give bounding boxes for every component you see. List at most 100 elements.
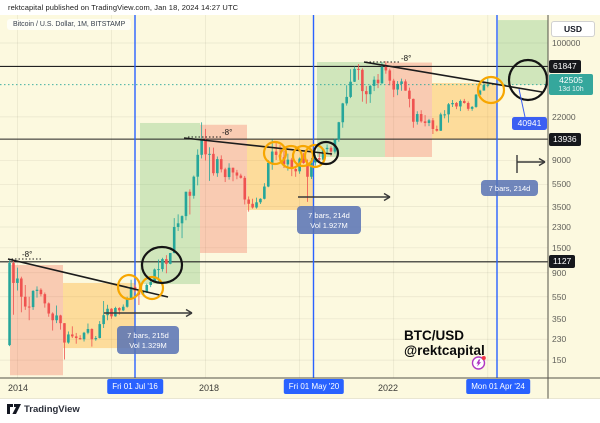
notification-dot [481, 356, 486, 360]
candle [263, 183, 266, 200]
candle-body [412, 98, 415, 122]
candle-body [176, 223, 180, 227]
candle-body [153, 269, 156, 282]
candle [364, 86, 368, 104]
candle-body [317, 158, 321, 160]
trendline [183, 137, 333, 155]
candle [20, 276, 23, 313]
measure-callout: 7 bars, 215d Vol 1.329M [117, 326, 179, 354]
candle [216, 156, 219, 177]
price-target-badge: 40941 [512, 117, 547, 130]
candle [74, 332, 78, 344]
idea-marker-icon[interactable] [471, 355, 487, 371]
symbol-title: Bitcoin / U.S. Dollar, 1M, BITSTAMP [13, 21, 126, 28]
candle-body [47, 303, 51, 314]
candle-body [357, 68, 360, 70]
candle-body [353, 68, 356, 82]
price-tick-label: 22000 [552, 111, 576, 122]
candle-body [235, 172, 239, 176]
trendline [363, 61, 543, 93]
candle-body [321, 149, 325, 160]
candle [404, 79, 407, 91]
candle [94, 335, 98, 341]
candle-body [306, 163, 309, 177]
candle [337, 121, 341, 142]
candle [239, 173, 243, 179]
candle-body [188, 191, 192, 196]
candle [184, 191, 188, 221]
candle [478, 89, 482, 96]
candle [447, 103, 450, 123]
tradingview-logo-icon [7, 404, 21, 414]
callout-line: Vol 1.927M [310, 220, 348, 230]
grid-lines [0, 15, 548, 378]
candle [396, 81, 399, 96]
candle [219, 155, 223, 173]
candle-body [325, 147, 329, 150]
candle-body [86, 328, 90, 333]
candle-body [63, 323, 66, 343]
candle [368, 84, 372, 103]
candle [208, 147, 211, 181]
candle-body [204, 139, 207, 155]
candle-body [102, 315, 105, 325]
price-tick-label: 5500 [552, 179, 571, 190]
cycle-box-red [10, 265, 63, 376]
candle-body [247, 199, 250, 204]
candle-body [227, 167, 231, 178]
candle [302, 152, 305, 164]
orange-highlight-circle [476, 75, 506, 105]
candle-body [78, 338, 82, 340]
angle-label: -8° [222, 128, 233, 137]
candle [372, 76, 376, 92]
candle-body [8, 262, 11, 346]
candle [90, 328, 94, 347]
orange-highlight-circle [262, 140, 288, 166]
candle [325, 144, 329, 153]
candle [388, 68, 392, 86]
candle [168, 252, 172, 265]
candle-body [39, 289, 43, 295]
candle [247, 196, 250, 212]
candle-body [435, 128, 439, 131]
candle-body [408, 90, 411, 99]
candle-body [74, 336, 78, 339]
candle-body [470, 106, 474, 109]
angle-label: -8° [401, 54, 412, 63]
cycle-box-red [200, 124, 247, 253]
candle [31, 290, 35, 310]
candle [55, 305, 58, 324]
candle [51, 312, 54, 331]
candle [98, 321, 102, 339]
candle-body [94, 338, 98, 340]
candle [251, 198, 254, 209]
candle-body [200, 139, 203, 155]
candle [227, 163, 231, 180]
candle-body [478, 90, 482, 95]
candle [423, 115, 427, 127]
candle-body [376, 79, 380, 84]
candle-body [466, 102, 470, 109]
symbol-legend[interactable]: Bitcoin / U.S. Dollar, 1M, BITSTAMP [7, 19, 132, 30]
year-label: 2018 [198, 383, 220, 393]
candle [176, 214, 180, 231]
measure-arrow [516, 155, 546, 173]
price-tick-label: 900 [552, 267, 567, 278]
watermark-author: @rektcapital [404, 342, 485, 358]
cycle-box-green [498, 20, 548, 85]
event-date-badge: Mon 01 Apr '24 [466, 379, 530, 394]
cycle-box-red [385, 62, 432, 157]
bar-countdown: 13d 10h [558, 86, 584, 93]
cycle-box-orange [432, 83, 497, 140]
measure-callout: 7 bars, 214d Vol 1.927M [297, 206, 361, 234]
currency-toggle-button[interactable]: USD [551, 21, 595, 37]
candle [27, 296, 31, 321]
candle [306, 159, 309, 202]
candle [427, 118, 431, 127]
candle-body [243, 177, 247, 200]
candle [380, 62, 384, 84]
candle [392, 78, 396, 98]
black-highlight-circle [312, 140, 340, 166]
price-tick-label: 2300 [552, 221, 571, 232]
